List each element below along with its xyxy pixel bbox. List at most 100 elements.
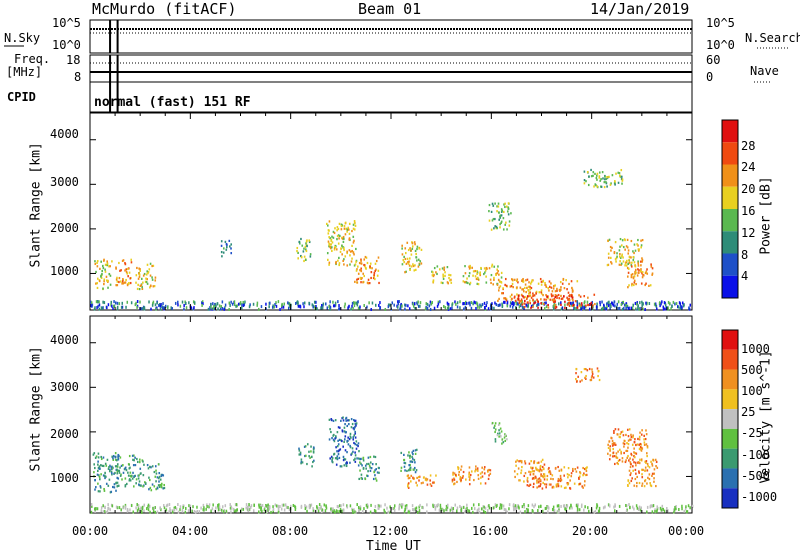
power-cell-11 <box>556 296 558 299</box>
velocity-cell-11 <box>586 466 588 469</box>
power-cell-15 <box>630 273 633 277</box>
velocity-cell-10 <box>535 468 538 471</box>
power-ground-scatter <box>465 300 467 304</box>
power-ground-scatter <box>121 305 124 309</box>
power-ground-scatter <box>303 305 305 309</box>
velocity-cell-13 <box>618 458 621 462</box>
velocity-cell-13 <box>608 458 611 461</box>
power-ground-scatter <box>614 304 616 308</box>
power-cell-0 <box>111 260 113 263</box>
power-cell-9 <box>462 275 465 278</box>
power-cell-12 <box>554 303 557 307</box>
power-ground-scatter <box>656 307 658 311</box>
power-cell-9 <box>479 271 482 274</box>
velocity-ground-scatter <box>129 508 131 512</box>
velocity-cell-4 <box>350 436 352 439</box>
power-cell-6 <box>363 258 366 261</box>
velocity-ground-scatter <box>247 508 250 512</box>
velocity-cell-5 <box>369 455 372 459</box>
power-cell-5 <box>353 220 356 223</box>
power-cell-11 <box>522 277 524 281</box>
velocity-ground-scatter <box>288 508 291 512</box>
velocity-ground-scatter <box>159 506 161 510</box>
velocity-cell-9 <box>494 428 497 431</box>
power-cell-15 <box>634 270 636 274</box>
power-cell-5 <box>353 264 356 267</box>
velocity-cell-1 <box>119 466 121 469</box>
power-cell-0 <box>100 276 103 279</box>
velocity-ground-scatter <box>532 509 534 513</box>
velocity-cell-4 <box>338 449 341 452</box>
power-cell-0 <box>104 268 106 271</box>
power-cell-8 <box>444 274 446 277</box>
velocity-ground-scatter <box>154 506 156 510</box>
velocity-ground-scatter <box>185 506 187 510</box>
velocity-cell-1 <box>140 472 142 475</box>
velocity-cell-10 <box>524 462 527 465</box>
power-ground-scatter <box>297 304 300 308</box>
velocity-cell-12 <box>581 379 583 382</box>
velocity-cell-8 <box>481 471 484 474</box>
power-ground-scatter <box>160 302 162 306</box>
velocity-cell-11 <box>583 472 585 475</box>
velocity-ground-scatter <box>476 509 479 513</box>
power-cell-14 <box>638 248 640 251</box>
power-cell-6 <box>356 268 358 271</box>
velocity-cell-6 <box>409 456 411 459</box>
power-cell-11 <box>505 284 508 287</box>
velocity-cell-1 <box>124 477 127 480</box>
velocity-ground-scatter <box>608 503 611 507</box>
power-cell-12 <box>564 306 566 309</box>
power-cell-4 <box>296 246 299 250</box>
velocity-cell-2 <box>153 470 156 474</box>
velocity-cell-1 <box>124 467 126 470</box>
power-cell-3 <box>230 247 232 250</box>
velocity-cell-5 <box>375 463 377 466</box>
freq-label-line2: [MHz] <box>6 65 43 79</box>
power-ground-scatter <box>449 307 452 311</box>
velocity-cell-2 <box>162 474 165 477</box>
velocity-cell-4 <box>340 439 342 442</box>
velocity-ground-scatter <box>525 509 528 513</box>
velocity-ground-scatter <box>304 504 306 508</box>
velocity-cell-8 <box>453 477 455 480</box>
power-cell-10 <box>502 210 505 214</box>
velocity-cell-8 <box>479 472 482 475</box>
power-cell-9 <box>491 263 494 266</box>
power-ground-scatter <box>228 307 230 311</box>
velocity-cell-11 <box>568 473 570 477</box>
power-cell-12 <box>523 305 526 309</box>
velocity-ground-scatter <box>414 507 417 511</box>
velocity-cell-11 <box>545 483 548 486</box>
velocity-cell-13 <box>609 454 612 457</box>
velocity-cell-5 <box>366 474 368 477</box>
power-cell-15 <box>638 269 640 272</box>
velocity-cell-2 <box>156 476 159 479</box>
power-cell-7 <box>405 262 408 265</box>
velocity-cell-11 <box>546 474 549 478</box>
velocity-cell-11 <box>532 485 535 489</box>
power-ground-scatter <box>606 305 608 309</box>
velocity-cell-13 <box>630 433 632 436</box>
power-cell-11 <box>521 288 523 291</box>
power-cell-11 <box>554 284 556 287</box>
power-cell-11 <box>553 297 556 301</box>
velocity-cell-11 <box>570 472 573 475</box>
power-ground-scatter <box>578 302 581 306</box>
power-cell-14 <box>607 256 610 259</box>
power-ground-scatter <box>491 306 493 310</box>
power-cell-5 <box>348 232 351 235</box>
power-cell-14 <box>622 256 624 259</box>
power-ground-scatter <box>675 302 678 306</box>
power-cell-9 <box>472 274 474 277</box>
power-cell-7 <box>412 264 415 268</box>
velocity-cell-11 <box>570 475 573 478</box>
noise-panel-frame <box>89 19 693 54</box>
velocity-ground-scatter <box>213 509 216 513</box>
power-cell-10 <box>491 202 494 205</box>
velocity-cell-8 <box>474 470 476 473</box>
velocity-cell-5 <box>361 477 364 480</box>
power-cell-1 <box>118 276 121 280</box>
velocity-cell-9 <box>496 434 499 437</box>
velocity-cell-5 <box>361 464 363 467</box>
